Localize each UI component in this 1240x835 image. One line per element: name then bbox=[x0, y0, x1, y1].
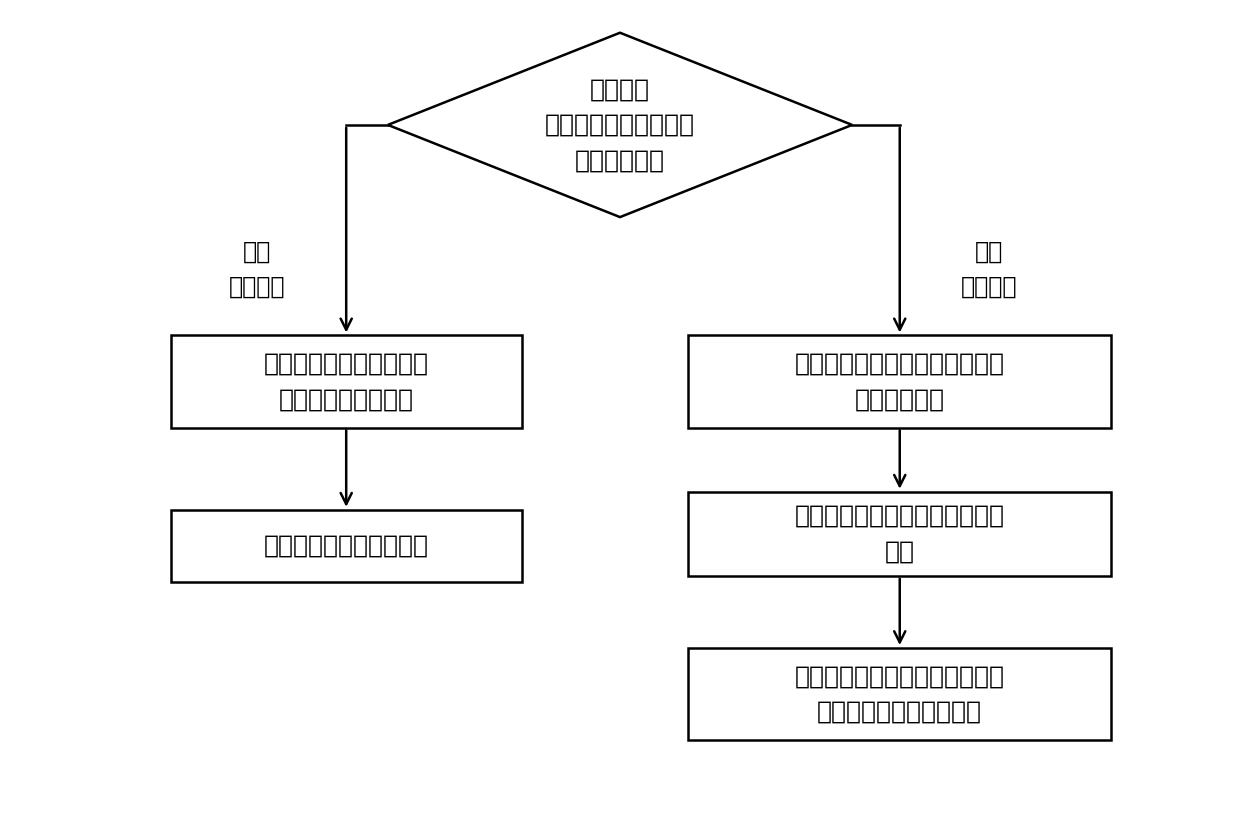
Text: 表端依据预设周期主动发送抄表
数据至电表端: 表端依据预设周期主动发送抄表 数据至电表端 bbox=[795, 352, 1004, 411]
Text: 发送完毕后进入休眠状态: 发送完毕后进入休眠状态 bbox=[264, 534, 429, 558]
FancyBboxPatch shape bbox=[688, 648, 1111, 740]
FancyBboxPatch shape bbox=[688, 492, 1111, 576]
Text: 进入数据接收状态，并维持预设
时长: 进入数据接收状态，并维持预设 时长 bbox=[795, 504, 1004, 564]
FancyBboxPatch shape bbox=[171, 509, 522, 582]
FancyBboxPatch shape bbox=[171, 336, 522, 428]
Text: 双向
通讯模式: 双向 通讯模式 bbox=[961, 240, 1017, 299]
Text: 判断表端
处于单向通讯模式还是
双向通讯模式: 判断表端 处于单向通讯模式还是 双向通讯模式 bbox=[546, 78, 694, 172]
Text: 单向
通讯模式: 单向 通讯模式 bbox=[228, 240, 285, 299]
Text: 若表端在所述预设时长内未接收
到数据，则进入休眠状态: 若表端在所述预设时长内未接收 到数据，则进入休眠状态 bbox=[795, 665, 1004, 724]
FancyBboxPatch shape bbox=[688, 336, 1111, 428]
Text: 表端依据预设周期主动发
送抄表数据至电表端: 表端依据预设周期主动发 送抄表数据至电表端 bbox=[264, 352, 429, 411]
